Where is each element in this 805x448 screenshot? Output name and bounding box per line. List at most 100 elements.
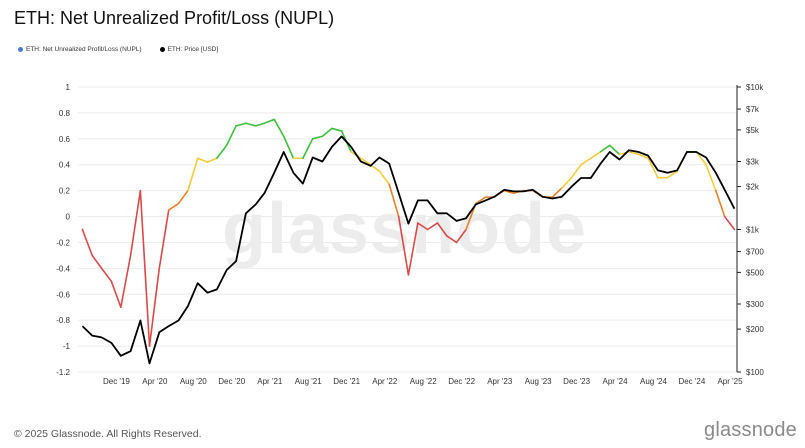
nupl-segment	[263, 118, 276, 125]
left-tick-label: 0.4	[59, 161, 71, 170]
x-tick-label: Apr '23	[487, 377, 513, 386]
nupl-segment	[235, 122, 247, 127]
right-tick-label: $200	[746, 325, 764, 334]
x-tick-label: Aug '20	[180, 377, 207, 386]
x-tick-label: Dec '23	[563, 377, 590, 386]
nupl-segment	[331, 127, 343, 132]
right-tick-label: $100	[746, 368, 764, 377]
legend-item-price[interactable]: ETH: Price [USD]	[159, 46, 219, 53]
nupl-segment	[570, 163, 582, 179]
x-tick-label: Apr '25	[717, 377, 743, 386]
x-tick-label: Aug '23	[525, 377, 552, 386]
nupl-segment	[580, 157, 592, 166]
legend-label-price: ETH: Price [USD]	[167, 46, 219, 53]
nupl-segment	[475, 196, 487, 205]
chart-title: ETH: Net Unrealized Profit/Loss (NUPL)	[14, 8, 335, 28]
nupl-segment	[120, 254, 132, 309]
right-tick-label: $300	[746, 300, 764, 309]
nupl-segment	[273, 118, 285, 138]
nupl-segment	[139, 189, 151, 347]
nupl-segment	[187, 157, 199, 192]
x-tick-label: Dec '20	[218, 377, 245, 386]
left-tick-label: -0.4	[56, 264, 70, 273]
legend-label-nupl: ETH: Net Unrealized Profit/Loss (NUPL)	[26, 46, 142, 53]
left-tick-label: -1.2	[56, 368, 70, 377]
x-tick-label: Apr '21	[257, 377, 283, 386]
right-tick-label: $7k	[746, 105, 760, 114]
legend-item-nupl[interactable]: ETH: Net Unrealized Profit/Loss (NUPL)	[18, 46, 142, 53]
nupl-segment	[321, 127, 333, 138]
nupl-segment	[599, 144, 611, 153]
nupl-segment	[426, 222, 439, 231]
left-tick-label: -0.8	[56, 316, 70, 325]
nupl-segment	[216, 144, 228, 160]
left-tick-label: 0	[66, 213, 71, 222]
copyright-text: © 2025 Glassnode. All Rights Reserved.	[14, 428, 202, 440]
right-tick-label: $700	[746, 248, 764, 257]
nupl-segment	[666, 170, 678, 179]
left-tick-label: 0.6	[59, 135, 71, 144]
nupl-segment	[167, 202, 180, 211]
nupl-segment	[177, 189, 189, 205]
nupl-segment	[91, 254, 103, 270]
nupl-segment	[360, 157, 372, 166]
nupl-segment	[417, 222, 429, 231]
nupl-segment	[369, 163, 381, 173]
nupl-segment	[446, 235, 458, 244]
left-tick-label: 0.2	[59, 187, 71, 196]
left-tick-label: 1	[66, 83, 71, 92]
price-line	[81, 135, 736, 365]
nupl-segment	[397, 215, 410, 276]
nupl-segment	[158, 209, 170, 270]
nupl-segment	[311, 135, 324, 140]
nupl-segment	[206, 157, 218, 163]
right-tick-label: $3k	[746, 158, 760, 167]
nupl-segment	[503, 189, 515, 195]
nupl-segment	[148, 267, 161, 347]
left-tick-label: -0.6	[56, 290, 70, 299]
x-tick-label: Apr '22	[372, 377, 398, 386]
nupl-segment	[561, 176, 573, 189]
nupl-segment	[245, 122, 257, 127]
nupl-segment	[81, 228, 93, 257]
nupl-segment	[589, 150, 602, 160]
right-tick-label: $500	[746, 268, 764, 277]
nupl-segment	[723, 215, 736, 231]
right-tick-label: $10k	[746, 83, 764, 92]
x-tick-label: Apr '24	[602, 377, 628, 386]
x-tick-label: Dec '19	[103, 377, 130, 386]
right-tick-label: $2k	[746, 183, 760, 192]
nupl-segment	[705, 163, 717, 192]
nupl-segment	[282, 135, 295, 160]
x-tick-label: Aug '21	[295, 377, 322, 386]
nupl-segment	[628, 150, 640, 156]
nupl-segment	[302, 138, 314, 160]
nupl-segment	[388, 183, 400, 218]
x-tick-label: Dec '21	[333, 377, 360, 386]
left-tick-label: 0.8	[59, 109, 71, 118]
x-tick-label: Dec '22	[448, 377, 475, 386]
x-tick-label: Apr '20	[142, 377, 168, 386]
right-tick-label: $1k	[746, 226, 760, 235]
nupl-segment	[715, 189, 726, 218]
x-tick-label: Dec '24	[678, 377, 705, 386]
nupl-segment	[378, 170, 391, 185]
left-tick-label: -0.2	[56, 238, 70, 247]
nupl-segment	[129, 189, 142, 257]
right-tick-label: $5k	[746, 126, 760, 135]
nupl-segment	[110, 280, 122, 309]
nupl-segment	[254, 122, 266, 127]
nupl-segment	[225, 125, 237, 147]
x-tick-label: Aug '22	[410, 377, 437, 386]
nupl-segment	[436, 222, 448, 237]
left-tick-label: -1	[63, 342, 71, 351]
nupl-segment	[608, 144, 621, 156]
chart-legend: ETH: Net Unrealized Profit/Loss (NUPL) E…	[18, 46, 218, 53]
nupl-segment	[637, 153, 649, 160]
nupl-segment	[100, 267, 113, 283]
legend-swatch-nupl	[18, 47, 23, 52]
legend-swatch-price	[159, 47, 165, 52]
nupl-segment	[647, 157, 659, 179]
x-tick-label: Aug '24	[640, 377, 667, 386]
